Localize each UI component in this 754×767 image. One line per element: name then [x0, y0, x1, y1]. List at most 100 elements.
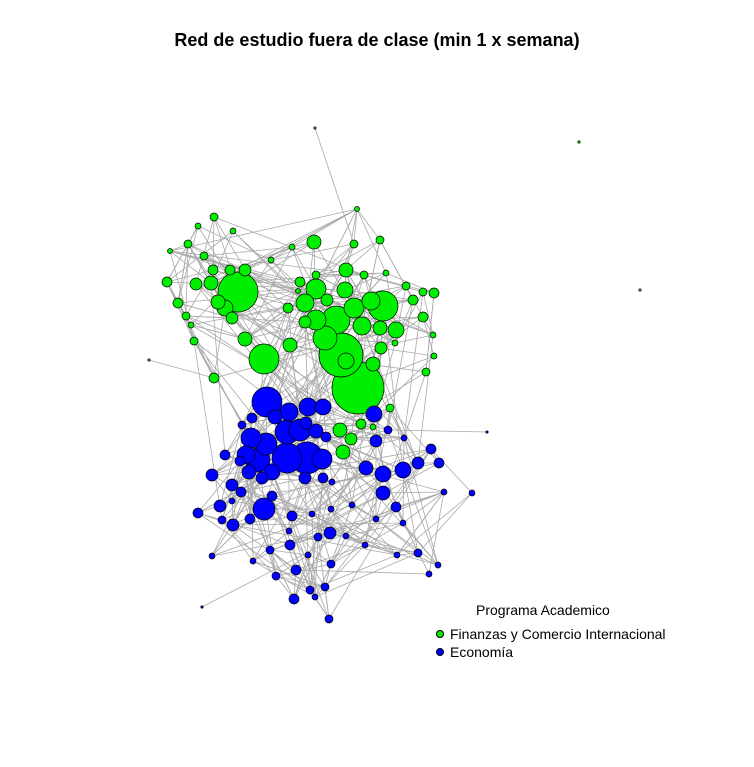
node-economia — [267, 409, 283, 425]
network-edge — [345, 535, 398, 556]
node-finanzas — [209, 212, 219, 222]
edge-layer — [148, 127, 488, 620]
network-edge — [345, 239, 381, 271]
node-finanzas — [298, 315, 312, 329]
node-finanzas — [430, 352, 438, 360]
network-edge — [210, 208, 358, 284]
node-finanzas — [225, 311, 239, 325]
network-edge — [203, 246, 293, 257]
network-edge — [185, 315, 306, 323]
node-finanzas — [638, 288, 642, 292]
node-economia — [399, 519, 407, 527]
node-economia — [279, 402, 299, 422]
node-economia — [241, 464, 257, 480]
network-edge — [213, 307, 226, 379]
network-edge — [311, 473, 384, 515]
node-finanzas — [355, 418, 367, 430]
node-economia — [240, 427, 262, 449]
node-finanzas — [199, 251, 209, 261]
node-finanzas — [203, 275, 219, 291]
network-edge — [244, 241, 315, 271]
node-finanzas — [311, 270, 321, 280]
node-finanzas — [161, 276, 173, 288]
node-finanzas — [294, 276, 306, 288]
node-economia — [374, 465, 392, 483]
network-edge — [211, 504, 353, 557]
node-economia — [314, 398, 332, 416]
network-edge — [210, 282, 226, 456]
node-economia — [313, 532, 323, 542]
network-edge — [402, 437, 405, 524]
legend-swatch-economia — [436, 648, 444, 656]
network-edge — [185, 243, 189, 317]
network-edge — [197, 460, 241, 514]
network-edge — [353, 208, 358, 245]
network-edge — [169, 250, 212, 284]
node-finanzas — [189, 277, 203, 291]
node-economia — [365, 405, 383, 423]
network-edge — [169, 250, 301, 283]
node-economia — [265, 545, 275, 555]
network-edge — [425, 292, 435, 373]
network-edge — [382, 305, 404, 471]
node-economia — [320, 431, 332, 443]
node-economia — [235, 486, 247, 498]
node-finanzas — [208, 372, 220, 384]
node-finanzas — [332, 422, 348, 438]
node-economia — [393, 551, 401, 559]
network-edge — [275, 575, 326, 588]
legend-label-finanzas: Finanzas y Comercio Internacional — [450, 626, 666, 642]
legend-label-economia: Economía — [450, 644, 514, 660]
node-economia — [311, 593, 319, 601]
node-economia — [327, 505, 335, 513]
network-edge — [293, 536, 319, 600]
node-finanzas — [248, 343, 280, 375]
network-edge — [244, 307, 289, 340]
node-finanzas — [187, 321, 195, 329]
network-edge — [430, 448, 473, 494]
node-economia — [369, 434, 383, 448]
network-edge — [395, 506, 430, 575]
node-finanzas — [418, 287, 428, 297]
node-finanzas — [352, 316, 372, 336]
node-finanzas — [372, 320, 388, 336]
node-economia — [348, 501, 356, 509]
network-edge — [293, 554, 309, 600]
node-finanzas — [344, 432, 358, 446]
network-edge — [304, 321, 324, 408]
network-edge — [315, 239, 381, 276]
network-edge — [394, 334, 434, 344]
node-economia — [208, 552, 216, 560]
node-economia — [390, 501, 402, 513]
node-finanzas — [359, 270, 369, 280]
network-edge — [305, 422, 405, 439]
network-edge — [291, 481, 333, 517]
network-edge — [345, 269, 424, 293]
node-economia — [326, 559, 336, 569]
network-edge — [244, 208, 358, 271]
node-economia — [434, 561, 442, 569]
network-edge — [288, 530, 326, 588]
network-edge — [364, 544, 439, 566]
network-edge — [345, 522, 404, 537]
network-edge — [244, 246, 293, 340]
network-edge — [356, 208, 381, 241]
network-edge — [291, 515, 309, 556]
node-economia — [308, 510, 316, 518]
node-finanzas — [343, 297, 365, 319]
node-layer — [147, 126, 642, 624]
node-economia — [311, 448, 333, 470]
node-economia — [372, 515, 380, 523]
network-edge — [373, 355, 435, 415]
node-economia — [383, 425, 393, 435]
network-edge — [314, 127, 355, 245]
network-edge — [364, 544, 419, 554]
network-edge — [403, 371, 427, 439]
node-economia — [425, 443, 437, 455]
network-edge — [317, 481, 333, 538]
network-edge — [185, 315, 246, 340]
network-edge — [211, 518, 251, 557]
network-edge — [403, 437, 439, 566]
node-economia — [226, 518, 240, 532]
network-edge — [187, 243, 246, 271]
